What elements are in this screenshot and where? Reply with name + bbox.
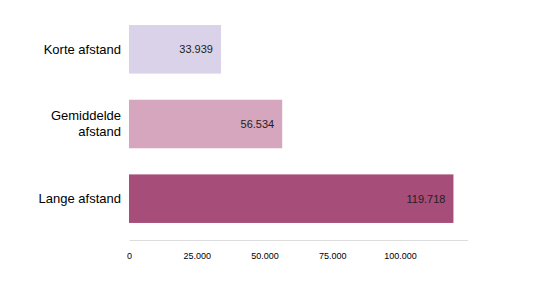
bar [129, 100, 282, 149]
tick: 25.000 [183, 240, 211, 261]
tick: 0 [127, 240, 132, 261]
chart: 33.939 56.534 119.718 Korte afstand Gemiddel… [0, 0, 551, 302]
category-labels: Korte afstand Gemiddeldeafstand Lange afst… [39, 42, 121, 206]
data-labels: 33.939 56.534 119.718 [179, 43, 445, 204]
tick: 100.000 [384, 240, 417, 261]
bar [129, 174, 453, 223]
tick: 75.000 [319, 240, 347, 261]
bar [129, 25, 221, 74]
tick-label: 100.000 [384, 251, 417, 261]
tick-label: 0 [127, 251, 132, 261]
tick: 50.000 [251, 240, 279, 261]
tick-label: 50.000 [251, 251, 279, 261]
category-label: Gemiddeldeafstand [51, 108, 121, 139]
category-label: Lange afstand [39, 191, 121, 206]
data-label: 119.718 [406, 193, 445, 205]
data-label: 56.534 [241, 118, 275, 130]
tick-label: 75.000 [319, 251, 347, 261]
data-label: 33.939 [179, 43, 213, 55]
axis-line [130, 240, 469, 241]
tick-label: 25.000 [183, 251, 211, 261]
x-axis: 0 25.000 50.000 75.000 100.000 [127, 240, 468, 261]
bars [129, 25, 453, 223]
category-label: Korte afstand [44, 42, 121, 57]
